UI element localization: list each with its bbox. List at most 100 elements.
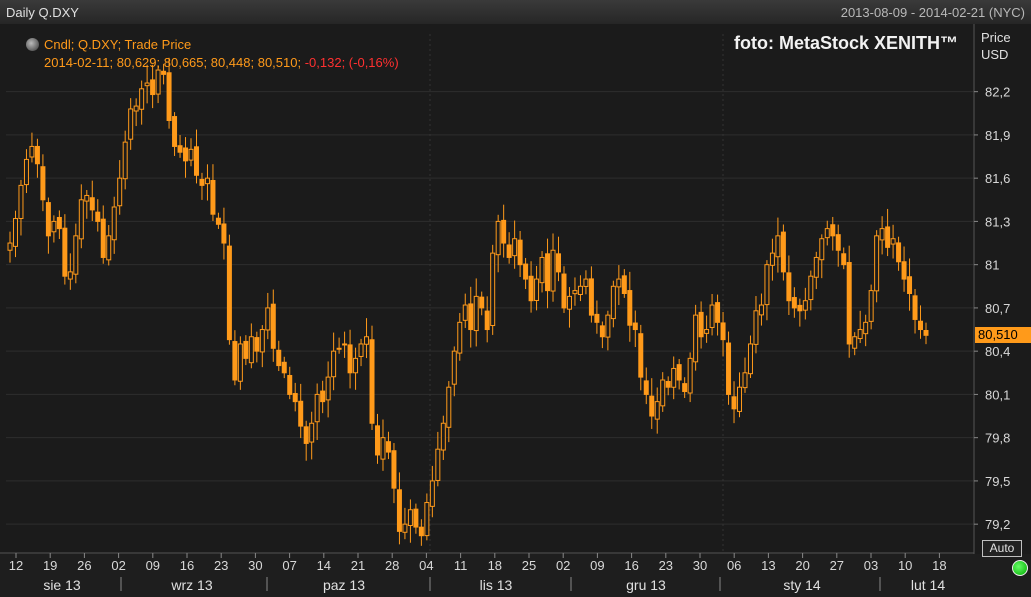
candle[interactable]	[720, 311, 726, 357]
candle[interactable]	[775, 217, 781, 273]
candle[interactable]	[753, 296, 759, 354]
candle[interactable]	[599, 321, 605, 349]
candle[interactable]	[890, 224, 896, 259]
candle[interactable]	[418, 519, 424, 546]
candle[interactable]	[517, 230, 523, 278]
candle[interactable]	[863, 314, 869, 347]
candle[interactable]	[446, 381, 452, 443]
candle[interactable]	[100, 205, 106, 264]
candle[interactable]	[221, 207, 227, 260]
candle[interactable]	[106, 225, 112, 266]
candle[interactable]	[501, 204, 507, 258]
candle[interactable]	[693, 304, 699, 371]
candle[interactable]	[468, 286, 474, 348]
candle[interactable]	[545, 238, 551, 309]
candle[interactable]	[7, 231, 13, 263]
series-icon[interactable]	[26, 38, 39, 51]
candle[interactable]	[912, 288, 918, 334]
candle[interactable]	[857, 310, 863, 344]
candle[interactable]	[183, 137, 189, 178]
candle[interactable]	[402, 507, 408, 540]
candle[interactable]	[534, 265, 540, 311]
candle[interactable]	[556, 236, 562, 282]
candle[interactable]	[380, 419, 386, 471]
candle[interactable]	[336, 337, 342, 354]
candle[interactable]	[791, 287, 797, 318]
candle[interactable]	[67, 253, 73, 290]
candle[interactable]	[885, 208, 891, 257]
candle[interactable]	[358, 338, 364, 367]
candle[interactable]	[139, 80, 145, 125]
candle[interactable]	[210, 164, 216, 221]
candle[interactable]	[638, 324, 644, 391]
candle[interactable]	[643, 367, 649, 405]
candle[interactable]	[539, 251, 545, 293]
price-chart[interactable]: 82,2 81,9 81,6 81,3 81 80,7 80,4 80,1 79,8 79,5 79…	[0, 24, 1031, 597]
candle[interactable]	[462, 293, 468, 328]
candle[interactable]	[133, 98, 139, 127]
candle[interactable]	[161, 63, 167, 85]
candle[interactable]	[265, 292, 271, 340]
candle[interactable]	[232, 330, 238, 386]
candle[interactable]	[923, 322, 929, 345]
candle[interactable]	[369, 325, 375, 431]
candle[interactable]	[819, 234, 825, 279]
candle[interactable]	[495, 214, 501, 273]
candle[interactable]	[150, 64, 156, 109]
candle[interactable]	[577, 275, 583, 302]
candle[interactable]	[298, 383, 304, 439]
candle[interactable]	[780, 224, 786, 281]
candle[interactable]	[276, 340, 282, 372]
candle[interactable]	[364, 318, 370, 359]
candle[interactable]	[128, 98, 134, 150]
candle[interactable]	[303, 420, 309, 461]
candle[interactable]	[473, 278, 479, 347]
candle[interactable]	[320, 380, 326, 414]
candle[interactable]	[95, 199, 101, 232]
candle[interactable]	[29, 132, 35, 163]
candle[interactable]	[764, 260, 770, 321]
candle[interactable]	[254, 331, 260, 363]
candle[interactable]	[331, 332, 337, 391]
candle[interactable]	[287, 366, 293, 400]
candle[interactable]	[490, 244, 496, 335]
candle[interactable]	[56, 210, 62, 239]
candle[interactable]	[824, 220, 830, 246]
candle[interactable]	[846, 245, 852, 358]
candle[interactable]	[391, 443, 397, 504]
candle[interactable]	[325, 361, 331, 418]
candle[interactable]	[353, 347, 359, 390]
candle[interactable]	[852, 332, 858, 356]
candle[interactable]	[429, 465, 435, 518]
candle[interactable]	[199, 172, 205, 200]
candle[interactable]	[918, 305, 924, 339]
candle[interactable]	[73, 223, 79, 284]
candle[interactable]	[561, 266, 567, 313]
candle[interactable]	[769, 238, 775, 281]
candle[interactable]	[155, 65, 161, 104]
candle[interactable]	[440, 415, 446, 460]
candle[interactable]	[89, 180, 95, 221]
candle[interactable]	[193, 129, 199, 184]
candle[interactable]	[144, 64, 150, 104]
candle[interactable]	[23, 149, 29, 194]
candle[interactable]	[621, 269, 627, 298]
candle[interactable]	[758, 293, 764, 326]
candle[interactable]	[671, 356, 677, 400]
candle[interactable]	[506, 232, 512, 264]
candle[interactable]	[62, 214, 68, 285]
candle[interactable]	[841, 247, 847, 270]
candle[interactable]	[786, 255, 792, 315]
candle[interactable]	[649, 378, 655, 429]
candle[interactable]	[45, 197, 51, 254]
date-range[interactable]: 2013-08-09 - 2014-02-21 (NYC)	[840, 5, 1025, 20]
candle[interactable]	[172, 112, 178, 156]
candle[interactable]	[726, 331, 732, 405]
candle[interactable]	[117, 160, 123, 215]
candle[interactable]	[396, 472, 402, 545]
candle[interactable]	[435, 431, 441, 487]
candle[interactable]	[512, 220, 518, 269]
candle[interactable]	[572, 277, 578, 306]
candle[interactable]	[342, 331, 348, 358]
candle[interactable]	[654, 387, 660, 434]
